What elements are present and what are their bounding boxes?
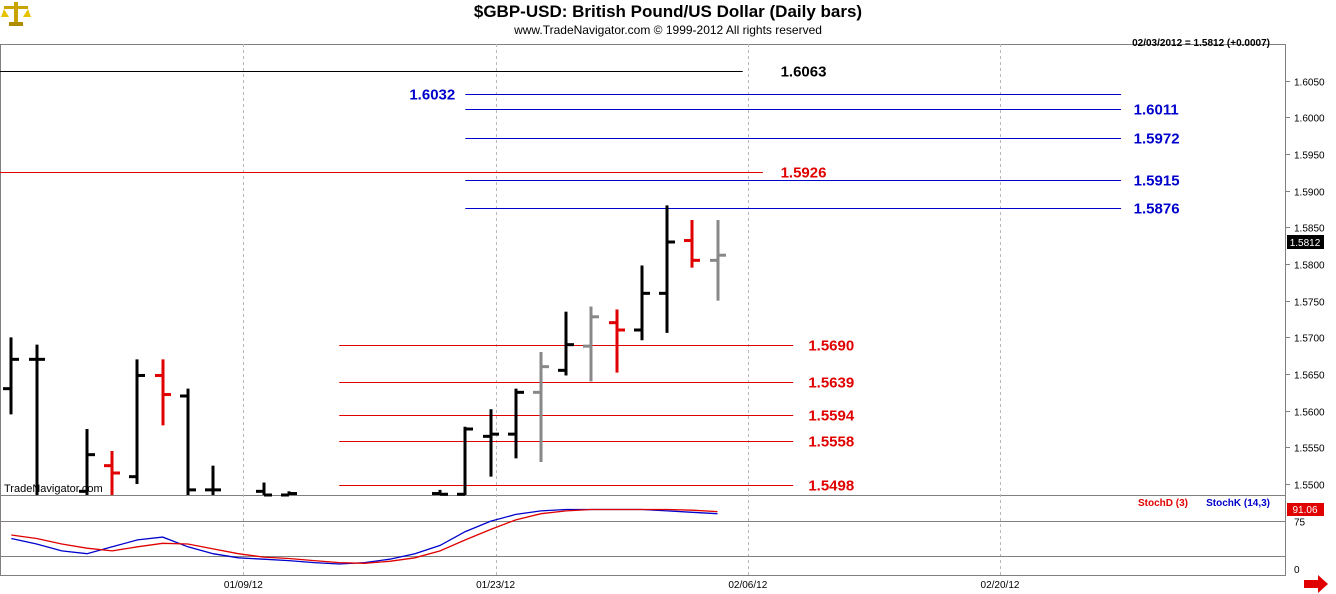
ohlc-bar-5	[129, 359, 145, 484]
ohlc-bar-23	[583, 306, 599, 382]
legend-stoch-d: StochD (3)	[1138, 498, 1188, 509]
ytick-label-1.5550: 1.5550	[1294, 444, 1325, 455]
level-label-1.5594: 1.5594	[808, 408, 855, 425]
stoch-tick-0: 0	[1294, 565, 1300, 576]
ohlc-bar-27	[684, 220, 700, 268]
ohlc-bar-7	[180, 388, 196, 495]
ytick-label-1.6000: 1.6000	[1294, 114, 1325, 125]
level-label-1.5690: 1.5690	[808, 338, 854, 355]
last-price-label: 1.5812	[1290, 238, 1321, 249]
ohlc-bar-22	[558, 311, 574, 376]
xtick-label-02/20/12: 02/20/12	[981, 580, 1020, 591]
ohlc-bar-0	[3, 337, 19, 415]
level-label-1.5558: 1.5558	[808, 434, 854, 451]
fibonacci-levels: 1.6063 1.6032 1.6011 1.5972 1.5926 1.5915 1.58…	[0, 64, 1180, 495]
vertical-gridlines	[243, 44, 1001, 575]
ohlc-bar-26	[659, 205, 675, 333]
level-label-1.5915: 1.5915	[1134, 173, 1180, 190]
xtick-label-01/23/12: 01/23/12	[476, 580, 515, 591]
gold-scale-icon[interactable]	[1, 2, 31, 26]
brand-watermark: TradeNavigator.com	[4, 483, 103, 495]
ohlc-bar-8	[205, 465, 221, 495]
level-label-1.6032: 1.6032	[409, 87, 455, 104]
stochastic-panel: 75 0	[0, 508, 1306, 576]
stoch-k-line	[11, 508, 718, 565]
ytick-label-1.5500: 1.5500	[1294, 481, 1325, 492]
ohlc-bar-11	[281, 491, 297, 497]
ytick-label-1.5850: 1.5850	[1294, 224, 1325, 235]
price-axis-ticks: 1.6050 1.6000 1.5950 1.5900 1.5850 1.5800 1.57…	[1285, 78, 1325, 492]
price-readout: 02/03/2012 = 1.5812 (+0.0007)	[1132, 38, 1270, 49]
stoch-last-label: 91.06	[1292, 505, 1317, 516]
ohlc-bar-18	[457, 426, 473, 496]
ytick-label-1.6050: 1.6050	[1294, 78, 1325, 89]
ohlc-bar-21	[533, 352, 549, 462]
ohlc-bar-25	[634, 265, 650, 341]
ohlc-bar-6	[155, 359, 171, 426]
stoch-tick-75: 75	[1294, 517, 1306, 528]
ytick-label-1.5750: 1.5750	[1294, 298, 1325, 309]
ohlc-bar-3	[79, 429, 95, 495]
level-label-1.6011: 1.6011	[1134, 102, 1179, 119]
ohlc-bar-4	[104, 451, 120, 495]
ohlc-bar-28	[710, 220, 726, 301]
level-label-1.5876: 1.5876	[1134, 201, 1180, 218]
level-label-1.5926: 1.5926	[781, 165, 827, 182]
stoch-last-box	[1287, 503, 1324, 516]
ohlc-bar-19	[483, 409, 499, 477]
level-label-1.6063: 1.6063	[781, 64, 827, 81]
level-label-1.5639: 1.5639	[808, 375, 854, 392]
ohlc-bar-10	[256, 482, 272, 497]
copyright-line: www.TradeNavigator.com © 1999-2012 All r…	[513, 23, 822, 37]
date-axis-ticks: 01/09/12 01/23/12 02/06/12 02/20/12	[224, 580, 1020, 591]
ohlc-bar-1	[29, 344, 45, 495]
ytick-label-1.5700: 1.5700	[1294, 334, 1325, 345]
xtick-label-01/09/12: 01/09/12	[224, 580, 263, 591]
ohlc-bars	[3, 205, 726, 497]
level-label-1.5498: 1.5498	[808, 478, 854, 495]
legend-stoch-k: StochK (14,3)	[1206, 498, 1270, 509]
xtick-label-02/06/12: 02/06/12	[728, 580, 767, 591]
level-label-1.5972: 1.5972	[1134, 131, 1180, 148]
last-price-box	[1287, 235, 1324, 249]
ytick-label-1.5950: 1.5950	[1294, 151, 1325, 162]
scroll-right-arrow-icon[interactable]	[1304, 575, 1328, 593]
ohlc-bar-17	[432, 489, 448, 496]
stoch-d-line	[11, 508, 718, 564]
ohlc-bar-20	[508, 388, 524, 459]
page-title: $GBP-USD: British Pound/US Dollar (Daily…	[474, 2, 862, 21]
ytick-label-1.5600: 1.5600	[1294, 408, 1325, 419]
ytick-label-1.5650: 1.5650	[1294, 371, 1325, 382]
ohlc-bar-24	[609, 309, 625, 373]
ytick-label-1.5800: 1.5800	[1294, 261, 1325, 272]
ytick-label-1.5900: 1.5900	[1294, 188, 1325, 199]
